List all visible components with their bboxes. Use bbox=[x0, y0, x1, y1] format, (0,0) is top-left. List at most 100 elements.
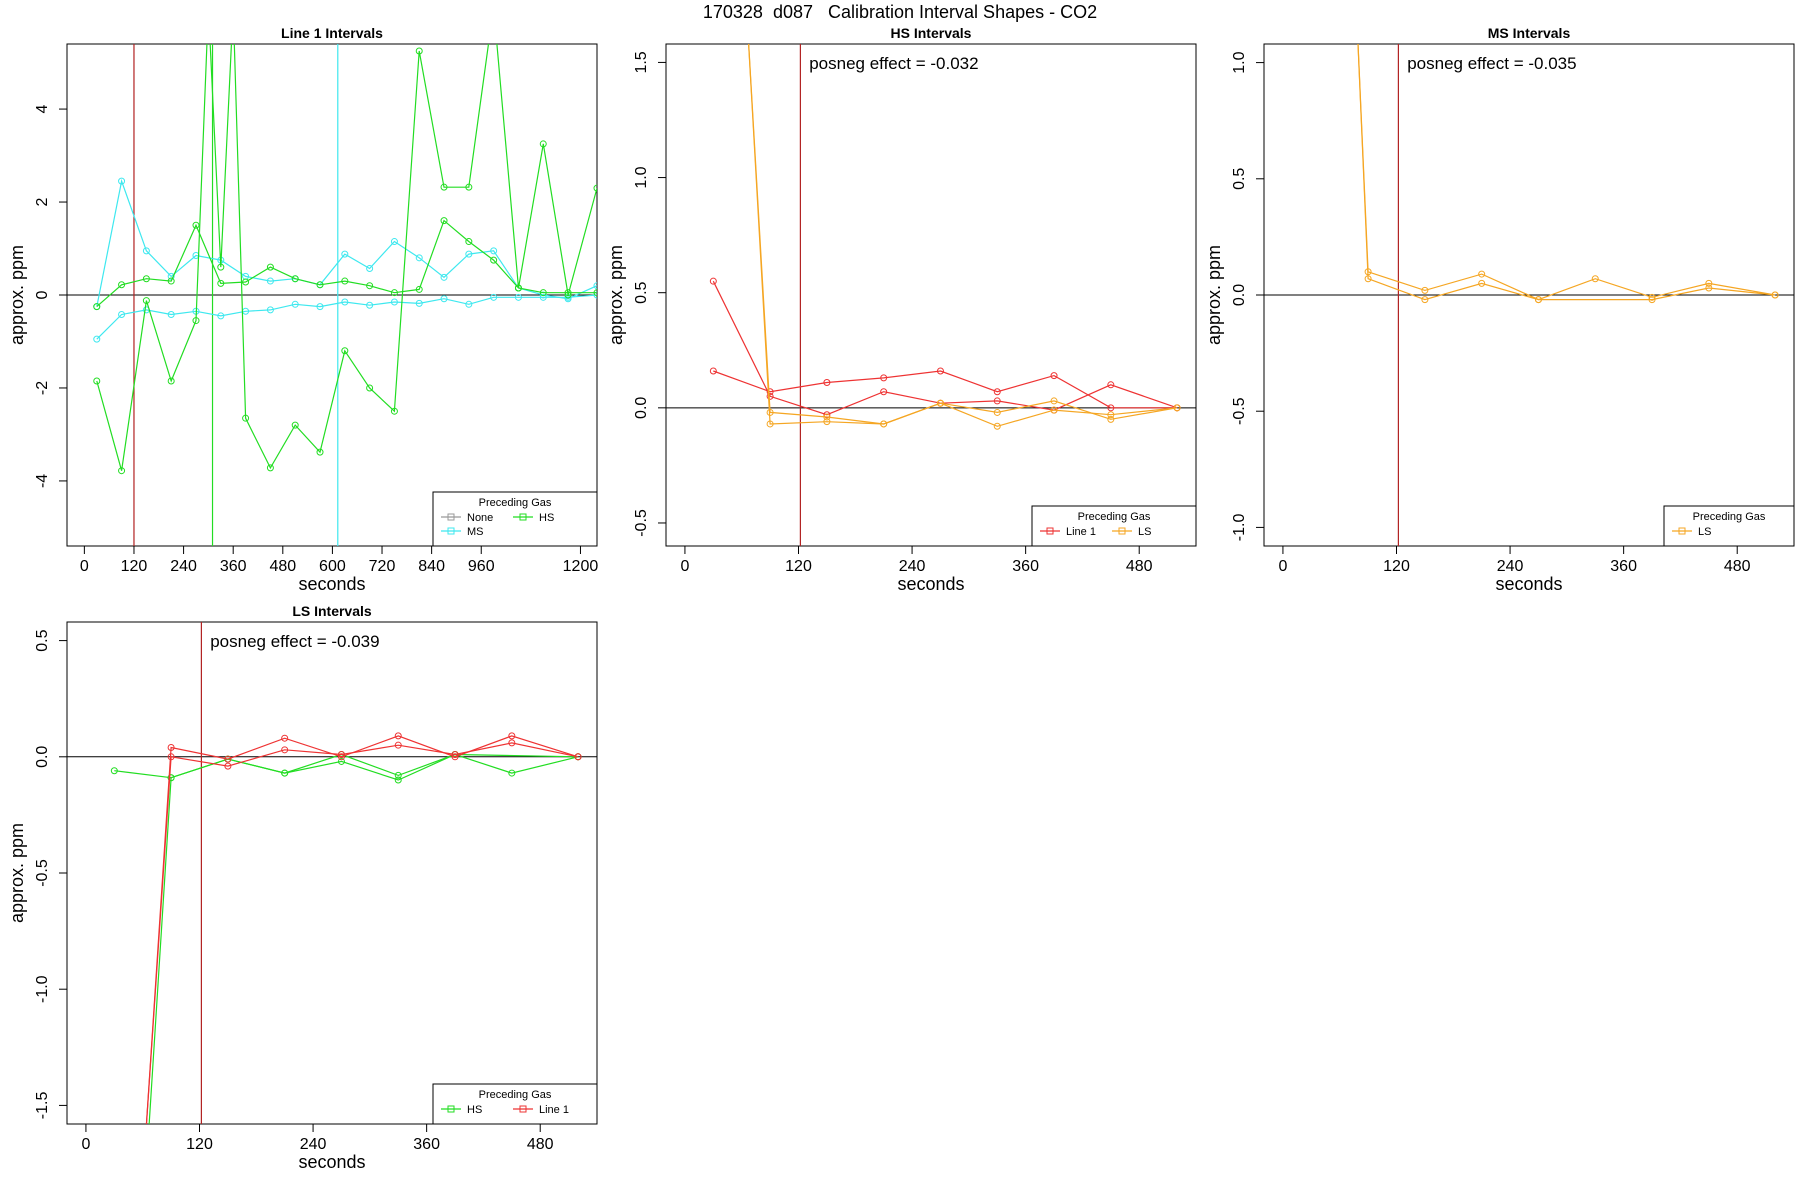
data-point bbox=[415, 47, 423, 55]
x-tick-label: 720 bbox=[369, 558, 396, 575]
data-point bbox=[564, 289, 572, 297]
data-point bbox=[451, 750, 459, 758]
data-point bbox=[1534, 296, 1542, 304]
y-tick-label: 0.0 bbox=[34, 746, 51, 768]
y-tick-label: 0.5 bbox=[34, 629, 51, 651]
chart-ms: MS Intervals 0 120 240 360 480 seconds -1.0 -0.5… bbox=[1204, 13, 1795, 594]
y-tick-label: -4 bbox=[34, 474, 51, 488]
x-tick-label: 120 bbox=[1383, 558, 1410, 575]
data-point bbox=[1591, 275, 1599, 283]
data-point bbox=[993, 422, 1001, 430]
plot-frame bbox=[66, 621, 598, 1125]
series-line-line-1 bbox=[145, 742, 579, 1124]
x-tick-label: 0 bbox=[680, 558, 689, 575]
x-tick-label: 0 bbox=[1278, 558, 1287, 575]
data-point bbox=[118, 177, 126, 185]
chart-title: LS Intervals bbox=[292, 603, 372, 619]
y-tick-label: 1.0 bbox=[1231, 51, 1248, 73]
data-point bbox=[341, 347, 349, 355]
data-point bbox=[93, 303, 101, 311]
x-tick-label: 240 bbox=[170, 558, 197, 575]
data-point bbox=[451, 753, 459, 761]
data-point bbox=[142, 297, 150, 305]
legend-box bbox=[1663, 505, 1795, 547]
plot-area bbox=[1354, 13, 1779, 546]
data-point bbox=[415, 285, 423, 293]
legend-swatch-marker bbox=[447, 527, 455, 535]
posneg-annotation: posneg effect = -0.032 bbox=[809, 54, 978, 73]
data-point bbox=[880, 374, 888, 382]
data-point bbox=[823, 379, 831, 387]
data-point bbox=[766, 392, 774, 400]
x-axis-label: seconds bbox=[897, 574, 964, 594]
data-point bbox=[205, 4, 211, 10]
y-axis-label: approx. ppm bbox=[606, 245, 626, 345]
legend-box bbox=[432, 1083, 598, 1125]
plot-area bbox=[93, 4, 597, 546]
data-point bbox=[1705, 284, 1713, 292]
x-tick-label: 240 bbox=[1497, 558, 1524, 575]
data-point bbox=[1107, 415, 1115, 423]
data-point bbox=[93, 335, 101, 343]
x-axis-label: seconds bbox=[1495, 574, 1562, 594]
posneg-annotation: posneg effect = -0.039 bbox=[210, 632, 379, 651]
data-point bbox=[539, 140, 547, 148]
data-point bbox=[144, 1149, 150, 1155]
data-point bbox=[366, 265, 374, 273]
data-point bbox=[242, 278, 250, 286]
data-point bbox=[440, 273, 448, 281]
data-point bbox=[217, 263, 225, 271]
data-point bbox=[415, 254, 423, 262]
data-point bbox=[709, 367, 717, 375]
data-point bbox=[508, 769, 516, 777]
legend-label: HS bbox=[539, 512, 554, 524]
y-tick-label: 0.5 bbox=[1231, 168, 1248, 190]
data-point bbox=[1050, 372, 1058, 380]
y-tick-label: 0.0 bbox=[633, 397, 650, 419]
data-point bbox=[142, 275, 150, 283]
data-point bbox=[281, 769, 289, 777]
data-point bbox=[167, 277, 175, 285]
data-point bbox=[880, 388, 888, 396]
data-point bbox=[291, 275, 299, 283]
data-point bbox=[936, 399, 944, 407]
data-point bbox=[593, 184, 597, 192]
data-point bbox=[366, 282, 374, 290]
data-point bbox=[539, 293, 547, 301]
data-point bbox=[1771, 291, 1779, 299]
series-line-line-1 bbox=[712, 280, 1178, 416]
legend-label: None bbox=[467, 512, 493, 524]
data-point bbox=[514, 293, 522, 301]
series-line-line-1 bbox=[713, 370, 1178, 409]
data-point bbox=[242, 414, 250, 422]
legend-swatch-marker bbox=[447, 513, 455, 521]
y-tick-label: 0 bbox=[34, 290, 51, 299]
series-line-hs bbox=[148, 753, 579, 1124]
data-point bbox=[1107, 411, 1115, 419]
data-point bbox=[593, 282, 597, 290]
data-point bbox=[167, 272, 175, 280]
x-tick-label: 120 bbox=[186, 1136, 213, 1153]
data-point bbox=[167, 753, 175, 761]
data-point bbox=[217, 279, 225, 287]
data-point bbox=[291, 421, 299, 429]
data-point bbox=[316, 303, 324, 311]
series-line-ms bbox=[96, 294, 597, 340]
data-point bbox=[490, 293, 498, 301]
data-point bbox=[743, 2, 749, 8]
data-point bbox=[1354, 13, 1360, 19]
x-tick-label: 360 bbox=[220, 558, 247, 575]
posneg-annotation: posneg effect = -0.035 bbox=[1407, 54, 1576, 73]
legend-title: Preceding Gas bbox=[1693, 511, 1766, 523]
data-point bbox=[440, 183, 448, 191]
data-point bbox=[1364, 275, 1372, 283]
series-line-ms bbox=[96, 178, 597, 307]
data-point bbox=[593, 291, 597, 299]
chart-title: Line 1 Intervals bbox=[281, 25, 383, 41]
legend-swatch-marker bbox=[1046, 527, 1054, 535]
data-point bbox=[192, 317, 200, 325]
data-point bbox=[366, 384, 374, 392]
data-point bbox=[1050, 397, 1058, 405]
data-point bbox=[593, 289, 597, 297]
legend-swatch-marker bbox=[447, 1105, 455, 1113]
